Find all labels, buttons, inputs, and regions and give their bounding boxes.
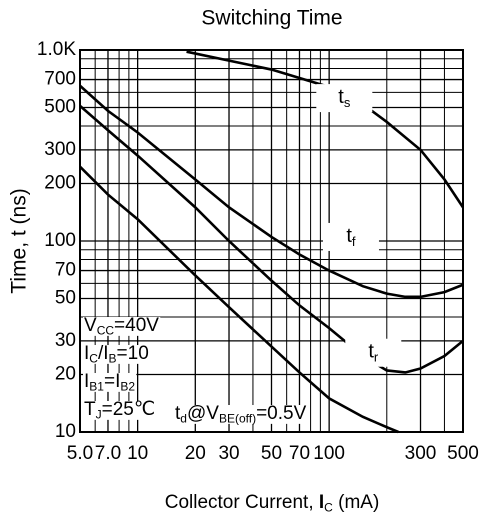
x-tick-label: 300 bbox=[405, 443, 437, 464]
y-tick-label: 10 bbox=[55, 421, 76, 442]
label-bg bbox=[345, 338, 402, 367]
rich-text: td​@VBE(off)​=0.5V bbox=[175, 403, 307, 426]
rich-text: TJ​=25℃ bbox=[84, 399, 155, 422]
y-tick-label: 20 bbox=[55, 364, 76, 385]
text-part: t bbox=[175, 403, 181, 424]
annotation-bg bbox=[83, 401, 157, 420]
text-part: t bbox=[346, 225, 352, 247]
x-tick-label: 20 bbox=[185, 443, 206, 464]
y-tick-label: 50 bbox=[55, 288, 76, 309]
x-tick-label: 70 bbox=[289, 443, 310, 464]
text-part: @V bbox=[187, 403, 219, 424]
text-part: (mA) bbox=[333, 492, 379, 513]
series-line bbox=[79, 165, 399, 434]
text-part: f bbox=[352, 234, 356, 249]
text-part: J bbox=[96, 408, 102, 422]
x-tick-label: 30 bbox=[218, 443, 239, 464]
text-part: BE(off) bbox=[219, 412, 256, 426]
annotation-bg bbox=[83, 317, 161, 336]
y-tick-label: 200 bbox=[44, 173, 76, 194]
text-part: =25℃ bbox=[102, 399, 156, 420]
rich-text: tf​ bbox=[346, 225, 356, 249]
annotation-bg bbox=[83, 373, 137, 392]
text-part: t bbox=[368, 341, 374, 363]
text-part: d bbox=[180, 412, 187, 426]
text-part: B2 bbox=[120, 380, 135, 394]
label-bg bbox=[322, 222, 379, 251]
y-tick-label: 70 bbox=[55, 260, 76, 281]
text-part: r bbox=[374, 350, 379, 365]
text-part: s bbox=[344, 96, 351, 111]
text-part: B bbox=[109, 352, 117, 366]
series-line bbox=[79, 104, 464, 374]
text-part: C bbox=[89, 352, 98, 366]
y-tick-label: 30 bbox=[55, 330, 76, 351]
rich-text: VCC​=40V bbox=[84, 315, 159, 338]
annotation-bg bbox=[174, 405, 308, 424]
text-part: t bbox=[338, 86, 344, 108]
text-part: V bbox=[84, 315, 97, 336]
x-tick-label: 500 bbox=[447, 443, 479, 464]
text-part: =40V bbox=[114, 315, 159, 336]
text-part: Collector Current, bbox=[165, 492, 319, 513]
text-part: I bbox=[84, 371, 89, 392]
y-tick-label: 1.0K bbox=[37, 39, 76, 60]
text-part: B1 bbox=[89, 380, 104, 394]
series-line bbox=[79, 84, 464, 299]
chart-title: Switching Time bbox=[201, 7, 342, 30]
rich-text: tr​ bbox=[368, 341, 379, 365]
rich-text: IC​/IB​=10 bbox=[84, 343, 149, 366]
rich-text: IB1​=IB2​ bbox=[84, 371, 135, 394]
text-part: I bbox=[84, 343, 89, 364]
y-tick-label: 300 bbox=[44, 139, 76, 160]
x-tick-label: 50 bbox=[261, 443, 282, 464]
text-part: =0.5V bbox=[256, 403, 307, 424]
text-part: C bbox=[324, 501, 333, 515]
text-part: CC bbox=[97, 324, 115, 338]
x-tick-label: 5.0 bbox=[67, 443, 93, 464]
label-bg bbox=[316, 84, 373, 113]
annotation-bg bbox=[83, 345, 150, 364]
text-part: =I bbox=[104, 371, 120, 392]
x-tick-label: 7.0 bbox=[95, 443, 121, 464]
rich-text: Collector Current, IC​ (mA) bbox=[165, 492, 380, 515]
y-axis-label: Time, t (ns) bbox=[8, 188, 31, 293]
y-tick-label: 700 bbox=[44, 69, 76, 90]
y-tick-label: 100 bbox=[44, 230, 76, 251]
text-part: I bbox=[319, 492, 324, 513]
x-tick-label: 10 bbox=[127, 443, 148, 464]
x-tick-label: 100 bbox=[313, 443, 345, 464]
text-part: /I bbox=[98, 343, 109, 364]
plot-frame bbox=[79, 49, 464, 433]
text-part: T bbox=[84, 399, 96, 420]
y-tick-label: 500 bbox=[44, 97, 76, 118]
rich-text: ts​ bbox=[338, 86, 351, 110]
text-part: =10 bbox=[117, 343, 149, 364]
